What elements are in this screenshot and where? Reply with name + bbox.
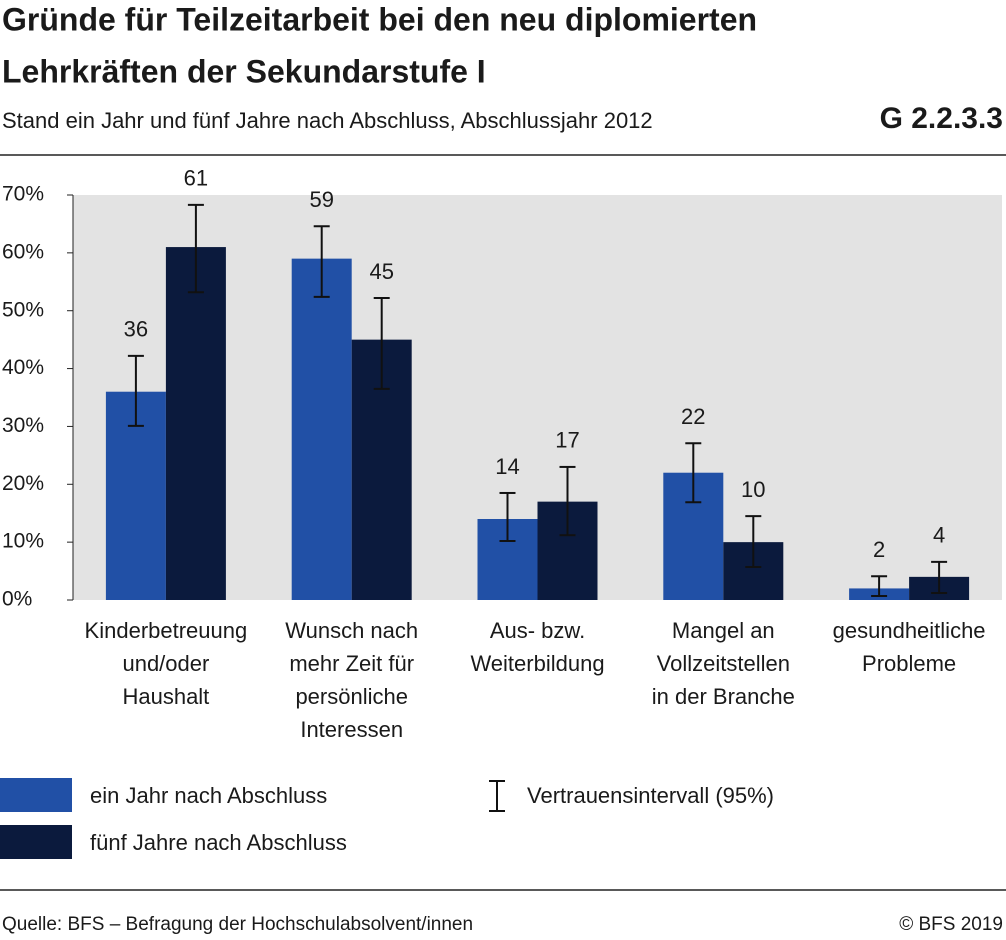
value-label: 36: [124, 317, 148, 342]
bar: [291, 258, 352, 600]
y-tick-label: 60%: [2, 240, 44, 263]
value-label: 45: [369, 259, 393, 284]
x-tick-label: Wunsch nach: [285, 618, 418, 643]
y-tick-label: 70%: [2, 183, 44, 206]
legend-swatch: [0, 825, 72, 859]
chart-title: Lehrkräften der Sekundarstufe I: [2, 53, 486, 89]
x-tick-label: Probleme: [862, 651, 956, 676]
y-tick-label: 40%: [2, 356, 44, 379]
copyright: © BFS 2019: [899, 914, 1003, 935]
x-tick-label: Haushalt: [122, 684, 209, 709]
value-label: 10: [741, 477, 765, 502]
legend-label: ein Jahr nach Abschluss: [90, 783, 327, 808]
legend-label: fünf Jahre nach Abschluss: [90, 830, 347, 855]
y-tick-label: 10%: [2, 530, 44, 553]
value-label: 61: [184, 166, 208, 191]
x-tick-label: Mangel an: [672, 618, 775, 643]
value-label: 14: [495, 454, 519, 479]
y-tick-label: 50%: [2, 298, 44, 321]
value-label: 4: [933, 523, 945, 548]
value-label: 2: [873, 537, 885, 562]
value-label: 59: [309, 187, 333, 212]
x-tick-label: Aus- bzw.: [490, 618, 585, 643]
chart-subtitle: Stand ein Jahr und fünf Jahre nach Absch…: [2, 108, 653, 133]
x-tick-label: persönliche: [295, 684, 408, 709]
source: Quelle: BFS – Befragung der Hochschulabs…: [2, 914, 473, 935]
bar: [165, 247, 226, 601]
chart-id: G 2.2.3.3: [880, 102, 1003, 135]
x-tick-label: Vollzeitstellen: [657, 651, 790, 676]
chart-title: Gründe für Teilzeitarbeit bei den neu di…: [2, 1, 757, 37]
legend-label: Vertrauensintervall (95%): [527, 783, 774, 808]
legend-swatch: [0, 778, 72, 812]
x-tick-label: Interessen: [300, 717, 403, 742]
x-tick-label: gesundheitliche: [833, 618, 986, 643]
y-tick-label: 30%: [2, 414, 44, 437]
y-tick-label: 20%: [2, 472, 44, 495]
x-tick-label: mehr Zeit für: [289, 651, 414, 676]
value-label: 22: [681, 404, 705, 429]
x-tick-label: in der Branche: [652, 684, 795, 709]
x-tick-label: Weiterbildung: [470, 651, 604, 676]
y-tick-label: 0%: [2, 588, 32, 611]
x-tick-label: Kinderbetreuung: [85, 618, 248, 643]
value-label: 17: [555, 428, 579, 453]
x-tick-label: und/oder: [122, 651, 209, 676]
